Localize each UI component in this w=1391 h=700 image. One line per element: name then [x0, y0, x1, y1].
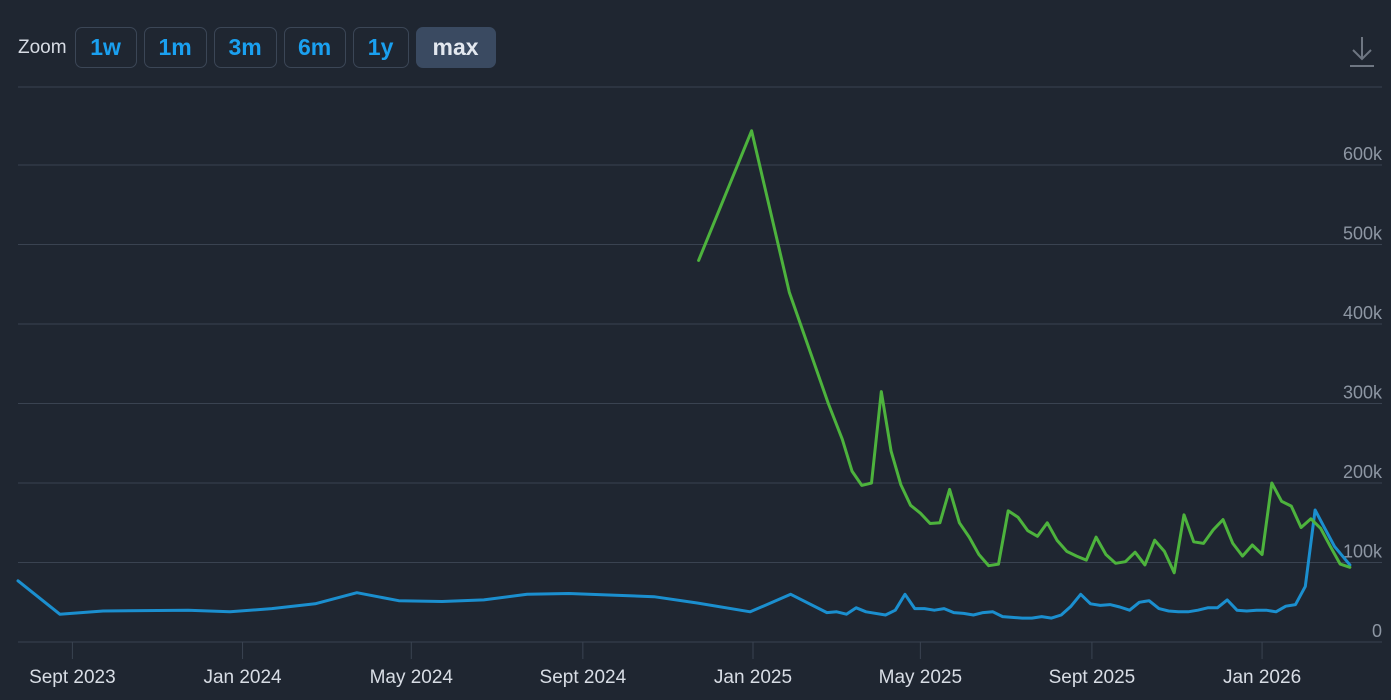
y-tick-label: 600k [1343, 144, 1383, 164]
zoom-1w-button[interactable]: 1w [74, 27, 137, 68]
y-tick-label: 0 [1372, 621, 1382, 641]
zoom-toolbar: Zoom 1w 1m 3m 6m 1y max [18, 26, 503, 69]
x-tick-label: May 2025 [879, 667, 962, 688]
x-tick-label: Sept 2025 [1049, 667, 1136, 688]
x-tick-label: May 2024 [370, 667, 454, 688]
x-tick-label: Jan 2024 [203, 667, 282, 688]
y-tick-label: 200k [1343, 462, 1383, 482]
blue-series-line [16, 508, 1352, 620]
zoom-max-button[interactable]: max [415, 27, 496, 68]
x-tick-label: Sept 2023 [29, 667, 116, 688]
y-tick-label: 400k [1343, 303, 1383, 323]
x-tick-label: Jan 2026 [1223, 667, 1301, 688]
x-tick-label: Sept 2024 [540, 667, 627, 688]
x-tick-label: Jan 2025 [714, 667, 792, 688]
download-icon[interactable] [1347, 34, 1377, 70]
zoom-1y-button[interactable]: 1y [352, 27, 409, 68]
y-tick-label: 500k [1343, 224, 1383, 244]
zoom-1m-button[interactable]: 1m [143, 27, 207, 68]
green-series-line [697, 129, 1352, 575]
zoom-label: Zoom [18, 36, 67, 58]
y-tick-label: 100k [1343, 542, 1383, 562]
y-tick-label: 300k [1343, 383, 1383, 403]
zoom-6m-button[interactable]: 6m [283, 27, 346, 68]
zoom-3m-button[interactable]: 3m [213, 27, 277, 68]
